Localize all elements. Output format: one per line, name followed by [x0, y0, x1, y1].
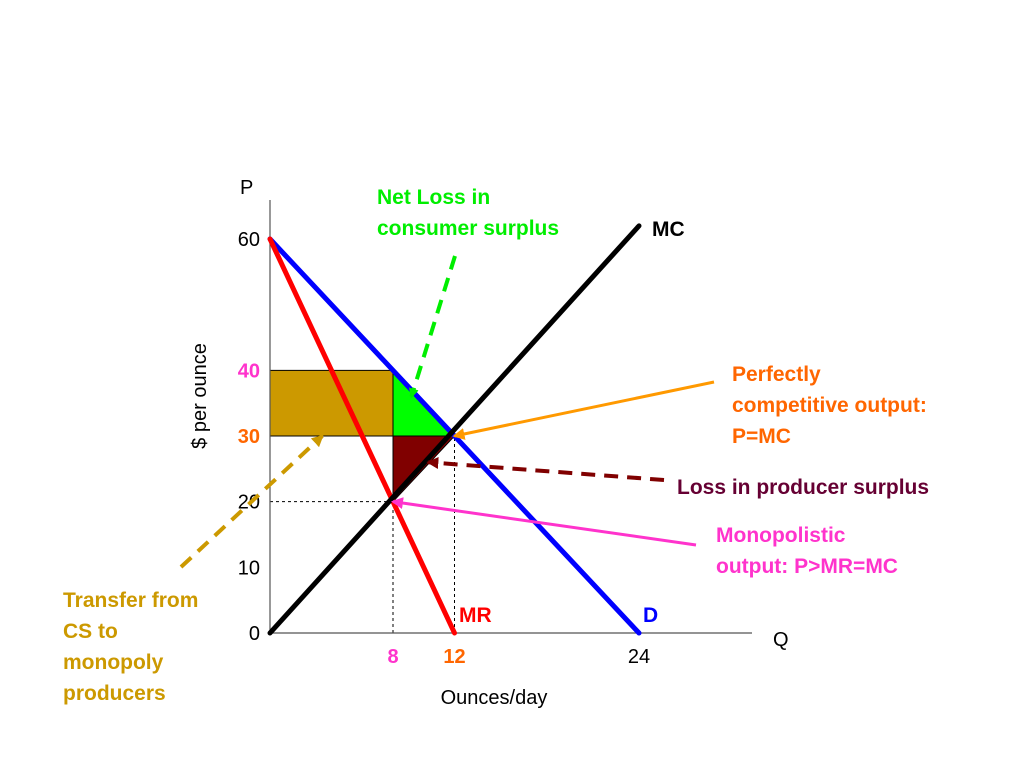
- producer-deadweight-triangle: [392, 435, 456, 503]
- y-tick-label-30: 30: [238, 426, 260, 448]
- x-tick-label-12: 12: [443, 646, 465, 668]
- tick-labels: 0102030406081224: [238, 229, 650, 668]
- axes: [269, 200, 752, 634]
- x-axis-symbol: Q: [773, 629, 789, 651]
- y-axis-label: $ per ounce: [189, 343, 211, 449]
- y-tick-label-0: 0: [249, 623, 260, 645]
- y-tick-label-40: 40: [238, 360, 260, 382]
- series-line-mr: [267, 236, 457, 636]
- arrow-competitive: [452, 380, 715, 440]
- series-label-mr: MR: [459, 604, 492, 627]
- transfer-rectangle: [269, 369, 394, 437]
- annotation-monopolistic: Monopolistic output: P>MR=MC: [716, 524, 898, 578]
- series-label-d: D: [643, 604, 658, 627]
- x-axis-label: Ounces/day: [441, 687, 548, 709]
- y-tick-label-10: 10: [238, 557, 260, 579]
- annotation-net-loss-cs: Net Loss in consumer surplus: [377, 186, 559, 240]
- arrow-monopolistic: [391, 497, 697, 547]
- x-tick-label-8: 8: [387, 646, 398, 668]
- annotation-loss-producer-surplus: Loss in producer surplus: [677, 476, 929, 499]
- y-tick-label-60: 60: [238, 229, 260, 251]
- series-label-mc: MC: [652, 218, 685, 241]
- arrow-producer: [426, 457, 665, 482]
- annotation-arrows: [179, 255, 715, 569]
- annotation-transfer: Transfer from CS to monopoly producers: [63, 589, 204, 705]
- x-tick-label-24: 24: [628, 646, 650, 668]
- arrow-net-loss: [409, 255, 457, 399]
- annotation-perfectly-competitive: Perfectly competitive output: P=MC: [732, 363, 933, 448]
- y-axis-symbol: P: [240, 177, 253, 199]
- arrow-transfer: [179, 434, 324, 569]
